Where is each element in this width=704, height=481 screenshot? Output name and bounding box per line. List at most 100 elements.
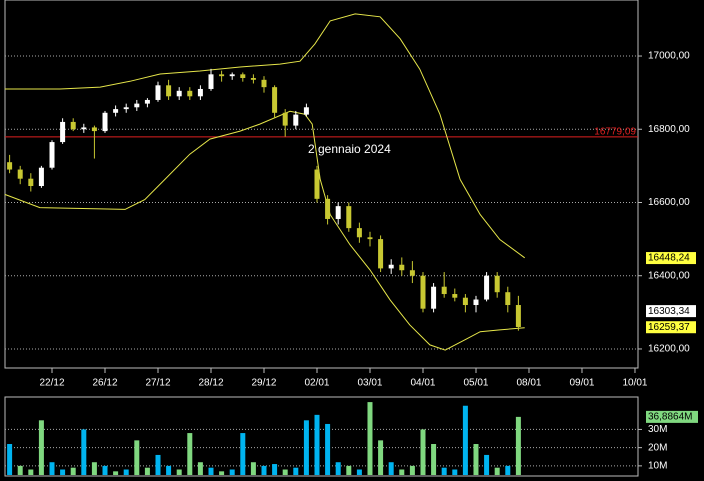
- price-tag: [646, 252, 696, 265]
- volume-bar: [91, 462, 97, 475]
- candle-body: [28, 178, 34, 187]
- candle-body: [452, 294, 458, 298]
- candle-body: [505, 292, 511, 306]
- x-tick-label: 22/12: [39, 378, 64, 389]
- candle-body: [314, 169, 320, 199]
- volume-bar: [155, 454, 161, 475]
- volume-bar: [229, 469, 235, 475]
- band-line: [4, 110, 525, 351]
- volume-bar: [123, 469, 129, 475]
- volume-bar: [282, 469, 288, 475]
- x-tick-label: 10/01: [622, 378, 647, 389]
- x-tick-label: 26/12: [92, 378, 117, 389]
- volume-bar: [356, 469, 362, 475]
- candle-body: [240, 74, 246, 78]
- volume-bar: [473, 444, 479, 475]
- volume-bar: [367, 402, 373, 475]
- candle-body: [208, 74, 214, 89]
- candle-body: [91, 127, 97, 132]
- candle-body: [144, 99, 150, 104]
- x-tick-label: 04/01: [410, 378, 435, 389]
- x-tick-label: 02/01: [304, 378, 329, 389]
- value-tag: [646, 410, 698, 423]
- volume-bar: [7, 444, 13, 475]
- volume-bar: [515, 416, 521, 475]
- price-tag-label: 16259,37: [648, 322, 690, 333]
- price-tag: [646, 305, 696, 318]
- price-tag-label: 16303,34: [648, 306, 690, 317]
- volume-bar: [81, 429, 87, 475]
- volume-bar: [462, 405, 468, 475]
- candle-body: [325, 198, 331, 219]
- y-tick-label: 20M: [648, 442, 667, 453]
- candle-body: [176, 90, 182, 97]
- volume-bar: [494, 467, 500, 475]
- candle-body: [155, 85, 161, 100]
- candle-body: [187, 90, 193, 97]
- annotation: 2 gennaio 2024: [308, 142, 391, 156]
- candle-body: [102, 112, 108, 132]
- volume-bar: [293, 467, 299, 475]
- candle-body: [420, 275, 426, 309]
- band-line: [4, 13, 525, 259]
- candle-body: [399, 264, 405, 271]
- candle-body: [515, 305, 521, 327]
- volume-bar: [505, 465, 511, 475]
- candle-body: [7, 162, 13, 170]
- volume-bar: [70, 467, 76, 475]
- y-tick-label: 30M: [648, 424, 667, 435]
- volume-bar: [325, 423, 331, 475]
- x-tick-label: 27/12: [145, 378, 170, 389]
- candle-body: [60, 121, 66, 143]
- candle-body: [197, 88, 203, 97]
- y-tick-label: 17000,00: [648, 51, 690, 62]
- x-tick-label: 09/01: [569, 378, 594, 389]
- volume-bar: [272, 464, 278, 475]
- volume-bar: [399, 469, 405, 475]
- candle-body: [17, 169, 23, 179]
- candle-body: [431, 286, 437, 309]
- candle-body: [282, 112, 288, 126]
- volume-bar: [28, 469, 34, 475]
- candle-body: [81, 127, 87, 130]
- volume-bar: [346, 465, 352, 475]
- volume-bar: [303, 420, 309, 475]
- volume-bar: [102, 465, 108, 475]
- candle-body: [261, 79, 267, 88]
- y-tick-label: 10M: [648, 461, 667, 472]
- candle-body: [113, 109, 119, 113]
- volume-bar: [134, 440, 140, 475]
- x-tick-label: 29/12: [251, 378, 276, 389]
- volume-bar: [60, 469, 66, 475]
- x-tick-label: 08/01: [516, 378, 541, 389]
- y-tick-label: 16600,00: [648, 197, 690, 208]
- volume-bar: [484, 454, 490, 475]
- volume-bar: [49, 462, 55, 475]
- price-tag: [646, 321, 696, 334]
- volume-panel-frame: [4, 396, 639, 477]
- candle-body: [49, 142, 55, 168]
- y-tick-label: 16800,00: [648, 124, 690, 135]
- y-tick-label: 16200,00: [648, 344, 690, 355]
- volume-bar: [208, 467, 214, 475]
- volume-bar: [250, 462, 256, 475]
- candle-body: [303, 107, 309, 115]
- volume-bar: [261, 465, 267, 475]
- candle-body: [293, 114, 299, 126]
- candle-body: [494, 275, 500, 293]
- volume-bar: [452, 469, 458, 475]
- candle-body: [134, 103, 140, 108]
- x-tick-label: 05/01: [463, 378, 488, 389]
- volume-bar: [441, 467, 447, 475]
- candle-body: [250, 77, 256, 80]
- candle-body: [367, 237, 373, 240]
- price-tag-label: 16448,24: [648, 253, 690, 264]
- volume-bar: [113, 471, 119, 475]
- volume-bar: [38, 420, 44, 475]
- volume-bar: [335, 462, 341, 475]
- volume-bar: [431, 444, 437, 475]
- volume-bar: [176, 469, 182, 475]
- candle-body: [70, 121, 76, 130]
- price-panel-frame: [4, 0, 639, 369]
